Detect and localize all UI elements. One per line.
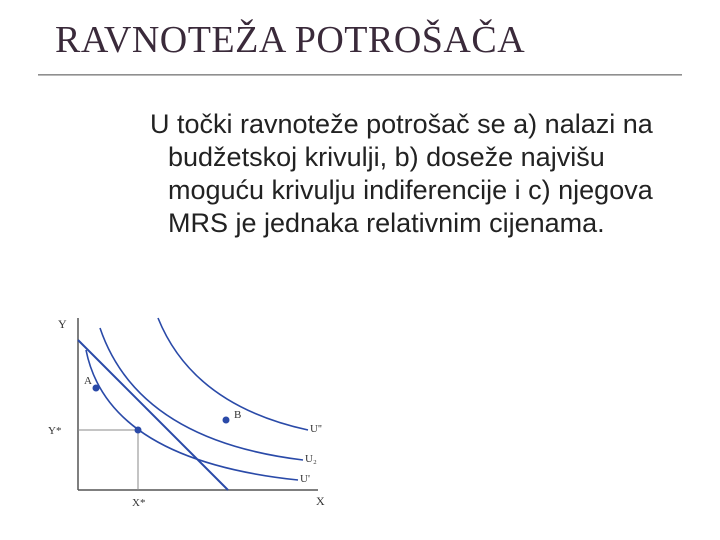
svg-text:X: X xyxy=(316,494,325,508)
svg-text:X*: X* xyxy=(132,497,145,509)
slide: RAVNOTEŽA POTROŠAČA U točki ravnoteže po… xyxy=(0,0,720,540)
slide-body-text: U točki ravnoteže potrošač se a) nalazi … xyxy=(150,108,665,240)
chart-svg: Y X U' U₂ U'' X* Y* A B xyxy=(28,310,328,520)
consumer-equilibrium-chart: Y X U' U₂ U'' X* Y* A B xyxy=(28,310,328,520)
slide-title: RAVNOTEŽA POTROŠAČA xyxy=(55,18,680,62)
title-underline xyxy=(38,74,682,76)
svg-text:Y: Y xyxy=(58,317,67,331)
svg-text:A: A xyxy=(84,375,92,387)
svg-text:U'': U'' xyxy=(310,423,322,435)
svg-text:Y*: Y* xyxy=(48,425,61,437)
svg-text:U': U' xyxy=(300,473,310,485)
svg-text:B: B xyxy=(234,409,241,421)
svg-text:U₂: U₂ xyxy=(305,453,317,465)
